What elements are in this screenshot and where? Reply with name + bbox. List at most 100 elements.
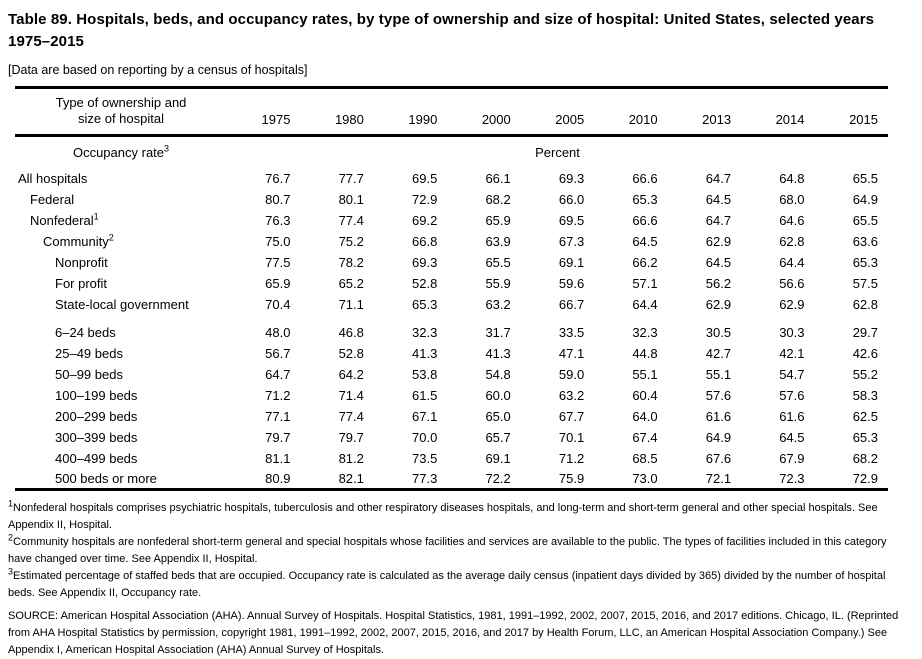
table-row: 6–24 beds 48.0 46.8 32.3 31.7 33.5 32.3 30.5 30.… (15, 315, 888, 343)
value-cell: 65.3 (852, 429, 878, 445)
value-cell: 70.0 (412, 429, 438, 445)
value-cell: 65.3 (412, 296, 438, 312)
row-label: 50–99 beds (55, 366, 123, 382)
value-cell: 78.2 (338, 254, 364, 270)
value-cell: 64.7 (705, 170, 732, 186)
value-cell: 61.6 (779, 408, 805, 424)
row-label: 300–399 beds (55, 429, 138, 445)
value-cell: 72.2 (485, 470, 511, 486)
value-cell: 55.1 (705, 366, 732, 382)
value-cell: 65.5 (852, 212, 878, 228)
table-row: All hospitals 76.7 77.7 69.5 66.1 69.3 66.6 64.… (15, 168, 888, 189)
row-footnote-marker: 1 (93, 211, 99, 222)
value-cell: 69.3 (412, 254, 438, 270)
value-cell: 75.9 (558, 470, 585, 486)
row-label: 200–299 beds (55, 408, 138, 424)
table-row: Nonfederal1 76.3 77.4 69.2 65.9 69.5 66.6 64.7 6… (15, 210, 888, 231)
value-cell: 64.0 (632, 408, 658, 424)
value-cell: 75.0 (265, 233, 291, 249)
year-column-header: 2013 (667, 87, 742, 137)
value-cell: 81.1 (265, 450, 291, 466)
value-cell: 65.9 (485, 212, 511, 228)
value-cell: 57.5 (852, 275, 878, 291)
row-label: 400–499 beds (55, 450, 138, 466)
value-cell: 73.5 (412, 450, 438, 466)
years-row: Type of ownership and size of hospital 1… (15, 87, 888, 137)
row-label: 6–24 beds (55, 324, 116, 340)
value-cell: 68.2 (485, 191, 511, 207)
value-cell: 64.7 (265, 366, 291, 382)
value-cell: 64.4 (632, 296, 658, 312)
value-cell: 66.7 (558, 296, 585, 312)
value-cell: 65.3 (632, 191, 658, 207)
row-label: 25–49 beds (55, 345, 123, 361)
table-row: 300–399 beds 79.7 79.7 70.0 65.7 70.1 67.4 64.9… (15, 427, 888, 448)
value-cell: 66.2 (632, 254, 658, 270)
year-column-header: 2005 (520, 87, 595, 137)
value-cell: 67.6 (705, 450, 732, 466)
value-cell: 63.9 (485, 233, 511, 249)
value-cell: 67.4 (632, 429, 658, 445)
table-row: Community2 75.0 75.2 66.8 63.9 67.3 64.5 62.9 62… (15, 231, 888, 252)
value-cell: 67.7 (558, 408, 585, 424)
value-cell: 69.5 (412, 170, 438, 186)
row-footnote-marker: 2 (108, 232, 114, 243)
value-cell: 62.5 (852, 408, 878, 424)
table-row: 100–199 beds 71.2 71.4 61.5 60.0 63.2 60.4 57.6… (15, 385, 888, 406)
value-cell: 76.7 (265, 170, 291, 186)
value-cell: 69.3 (558, 170, 585, 186)
value-cell: 61.5 (412, 387, 438, 403)
value-cell: 62.9 (705, 233, 732, 249)
value-cell: 71.2 (265, 387, 291, 403)
value-cell: 60.0 (485, 387, 511, 403)
value-cell: 66.6 (632, 170, 658, 186)
value-cell: 42.6 (852, 345, 878, 361)
value-cell: 64.5 (705, 254, 732, 270)
value-cell: 65.3 (852, 254, 878, 270)
value-cell: 32.3 (412, 324, 438, 340)
footnote: 1Nonfederal hospitals comprises psychiat… (8, 498, 878, 531)
value-cell: 76.3 (265, 212, 291, 228)
value-cell: 29.7 (852, 324, 878, 340)
value-cell: 57.6 (705, 387, 732, 403)
value-cell: 41.3 (412, 345, 438, 361)
footnote: 2Community hospitals are nonfederal shor… (8, 532, 887, 565)
value-cell: 56.6 (779, 275, 805, 291)
table-row: Nonprofit 77.5 78.2 69.3 65.5 69.1 66.2 64.5 64.… (15, 252, 888, 273)
value-cell: 75.2 (338, 233, 364, 249)
value-cell: 67.9 (779, 450, 805, 466)
row-label: 500 beds or more (55, 470, 157, 486)
value-cell: 66.8 (412, 233, 438, 249)
value-cell: 30.5 (705, 324, 732, 340)
footnote-marker: 1 (8, 498, 14, 509)
value-cell: 69.1 (558, 254, 585, 270)
value-cell: 63.2 (485, 296, 511, 312)
value-cell: 77.7 (338, 170, 364, 186)
value-cell: 52.8 (412, 275, 438, 291)
row-label: Nonfederal1 (30, 211, 99, 228)
value-cell: 54.7 (779, 366, 805, 382)
table-body: Occupancy rate3 Percent All hospitals 76.… (15, 136, 888, 490)
value-cell: 54.8 (485, 366, 511, 382)
value-cell: 71.4 (338, 387, 364, 403)
value-cell: 64.7 (705, 212, 732, 228)
value-cell: 63.6 (852, 233, 878, 249)
page-title: Table 89. Hospitals, beds, and occupancy… (8, 11, 875, 50)
value-cell: 72.3 (779, 470, 805, 486)
table-row: 25–49 beds 56.7 52.8 41.3 41.3 47.1 44.8 42.7 42… (15, 343, 888, 364)
value-cell: 62.9 (705, 296, 732, 312)
value-cell: 80.1 (338, 191, 364, 207)
value-cell: 57.6 (779, 387, 805, 403)
footnote-marker: 2 (8, 532, 14, 543)
value-cell: 32.3 (632, 324, 658, 340)
value-cell: 67.3 (558, 233, 585, 249)
value-cell: 69.5 (558, 212, 585, 228)
value-cell: 62.8 (852, 296, 878, 312)
value-cell: 65.2 (338, 275, 364, 291)
table-row: 50–99 beds 64.7 64.2 53.8 54.8 59.0 55.1 55.1 54… (15, 364, 888, 385)
value-cell: 65.7 (485, 429, 511, 445)
value-cell: 41.3 (485, 345, 511, 361)
value-cell: 80.9 (265, 470, 291, 486)
section-label: Occupancy rate3 (15, 136, 227, 168)
value-cell: 55.1 (632, 366, 658, 382)
